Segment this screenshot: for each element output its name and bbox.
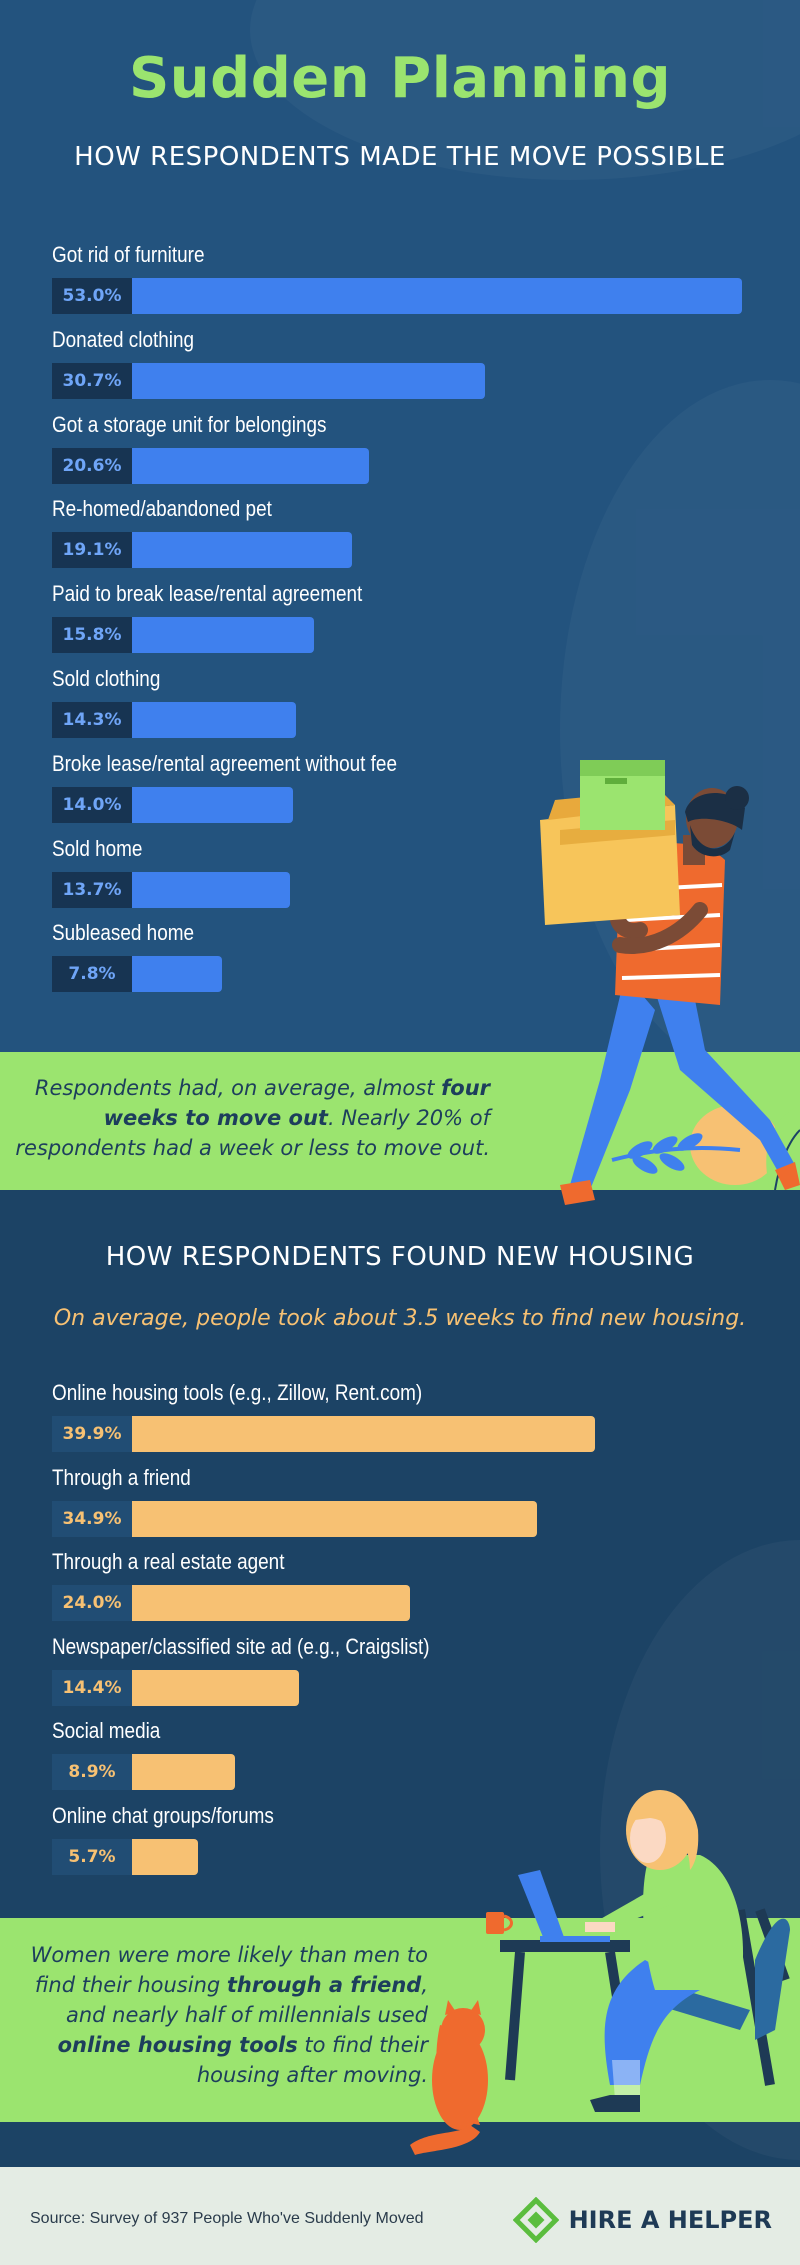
category-label: Through a real estate agent <box>52 1549 285 1574</box>
callout-text: . Nearly 20% of respondents had a week o… <box>15 1106 490 1160</box>
footer <box>0 2167 800 2265</box>
value-label: 19.1% <box>52 532 132 569</box>
category-label: Got rid of furniture <box>52 242 205 267</box>
brand-logo[interactable]: HIRE A HELPER <box>512 2197 772 2243</box>
category-label: Sold home <box>52 835 143 861</box>
value-label: 5.7% <box>52 1838 132 1875</box>
bar <box>132 956 222 993</box>
category-label: Through a friend <box>52 1464 191 1490</box>
value-label: 8.9% <box>52 1754 132 1790</box>
section2-subheading: On average, people took about 3.5 weeks … <box>53 1306 747 1331</box>
category-label: Donated clothing <box>52 326 195 352</box>
value-label: 53.0% <box>52 278 132 314</box>
value-label: 7.8% <box>52 956 132 993</box>
bar <box>132 786 293 823</box>
value-label: 39.9% <box>52 1416 132 1452</box>
bar <box>132 532 352 569</box>
section2-heading: HOW RESPONDENTS FOUND NEW HOUSING <box>105 1242 695 1272</box>
section1-heading: HOW RESPONDENTS MADE THE MOVE POSSIBLE <box>74 142 726 172</box>
bar <box>132 702 296 738</box>
brand-name: HIRE A HELPER <box>568 2206 772 2234</box>
callout-move-out-text: Respondents had, on average, almost four… <box>0 1073 490 1163</box>
category-label: Paid to break lease/rental agreement <box>52 581 363 607</box>
value-label: 24.0% <box>52 1585 132 1621</box>
category-label: Online chat groups/forums <box>52 1802 274 1828</box>
category-label: Re-homed/abandoned pet <box>52 496 272 522</box>
callout-move-out: Respondents had, on average, almost four… <box>0 1052 800 1190</box>
callout-text: , and nearly half of millennials used <box>65 1973 428 2027</box>
bar <box>132 617 314 654</box>
callout-text: Respondents had, on average, almost <box>34 1076 442 1100</box>
value-label: 14.0% <box>52 786 132 823</box>
callout-bold-text: online housing tools <box>57 2033 298 2057</box>
value-label: 30.7% <box>52 362 132 399</box>
bar <box>132 1416 595 1452</box>
value-label: 14.4% <box>52 1669 132 1706</box>
category-label: Newspaper/classified site ad (e.g., Crai… <box>52 1633 430 1659</box>
value-label: 13.7% <box>52 871 132 908</box>
hire-a-helper-logo-icon <box>512 2197 559 2243</box>
bar <box>132 278 742 314</box>
category-label: Broke lease/rental agreement without fee <box>52 750 397 776</box>
callout-housing-text: Women were more likely than men to find … <box>0 1940 428 2090</box>
value-label: 14.3% <box>52 702 132 738</box>
value-label: 15.8% <box>52 617 132 654</box>
callout-text: to find their housing after moving. <box>196 2033 428 2087</box>
bar <box>132 1669 299 1706</box>
callout-bold-text: through a friend <box>226 1973 422 1997</box>
woman-at-laptop-illustration <box>410 1790 790 2155</box>
bar <box>132 871 290 908</box>
category-label: Social media <box>52 1718 161 1743</box>
category-label: Online housing tools (e.g., Zillow, Rent… <box>52 1380 423 1405</box>
bar <box>132 1500 537 1537</box>
source-note: Source: Survey of 937 People Who've Sudd… <box>30 2210 424 2227</box>
category-label: Subleased home <box>52 920 195 946</box>
category-label: Sold clothing <box>52 666 161 691</box>
callout-bold-text: four weeks to move out <box>103 1076 490 1130</box>
category-label: Got a storage unit for belongings <box>52 411 327 437</box>
page-title: Sudden Planning <box>128 46 672 111</box>
value-label: 20.6% <box>52 447 132 484</box>
value-label: 34.9% <box>52 1500 132 1537</box>
bar <box>132 1585 410 1621</box>
bar <box>132 1754 235 1790</box>
bar <box>132 1838 198 1875</box>
person-carrying-boxes-illustration <box>540 760 800 1205</box>
bar <box>132 447 369 484</box>
callout-text: Women were more likely than men to find … <box>30 1943 428 1997</box>
bar <box>132 362 485 399</box>
